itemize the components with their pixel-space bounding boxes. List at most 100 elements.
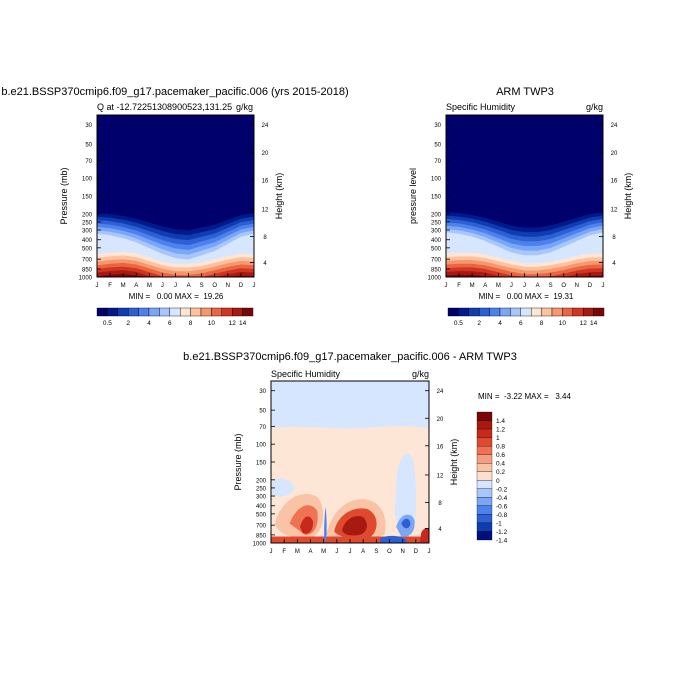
- x-tick-label: J: [335, 549, 338, 555]
- x-tick-label: F: [108, 283, 112, 289]
- y-tick-label: 500: [431, 246, 442, 252]
- colorbar-swatch: [479, 307, 490, 317]
- colorbar-swatch: [499, 307, 511, 317]
- colorbar-swatch: [541, 307, 553, 317]
- colorbar-swatch: [447, 307, 459, 317]
- y-tick-label: 70: [85, 159, 92, 165]
- colorbar-swatch: [476, 437, 493, 447]
- x-tick-label: S: [374, 549, 378, 555]
- panel1-title: b.e21.BSSP370cmip6.f09_g17.pacemaker_pac…: [1, 86, 348, 98]
- colorbar-swatch: [127, 307, 139, 317]
- x-tick-label: F: [457, 283, 461, 289]
- y-tick-label: 30: [259, 389, 266, 395]
- colorbar-swatch: [221, 307, 233, 317]
- x-tick-label: J: [349, 549, 352, 555]
- x-tick-label: A: [308, 549, 312, 555]
- panel2-colorbar: 0.5 2 4 6 8 10 12 14: [447, 307, 605, 327]
- y-tick-label: 300: [431, 229, 442, 235]
- colorbar-label: 0.6: [496, 452, 505, 459]
- colorbar-swatch: [242, 307, 254, 317]
- panel1-colorbar: 0.5 2 4 6 8 10 12 14: [96, 307, 254, 327]
- colorbar-label: 12: [229, 320, 237, 327]
- right-tick-label: 20: [262, 151, 269, 157]
- y-tick-label: 250: [82, 220, 93, 226]
- panel2-ylabel: pressure level: [408, 168, 418, 224]
- colorbar-swatch: [138, 307, 150, 317]
- colorbar-swatch: [458, 307, 469, 317]
- contour-band: [394, 453, 417, 532]
- panel2-subtitle-left: Specific Humidity: [446, 102, 516, 112]
- y-tick-label: 850: [82, 267, 93, 273]
- x-tick-label: M: [121, 283, 126, 289]
- x-tick-label: N: [400, 549, 404, 555]
- colorbar-label: 8: [189, 320, 193, 327]
- panel1-subtitle-right: g/kg: [236, 102, 253, 112]
- y-tick-label: 50: [434, 143, 441, 149]
- y-tick-label: 400: [82, 238, 93, 244]
- contour-band: [401, 518, 411, 529]
- panel2-plot-area: [446, 115, 603, 277]
- colorbar-swatch: [562, 307, 574, 317]
- colorbar-swatch: [583, 307, 594, 317]
- y-tick-label: 850: [256, 533, 267, 539]
- colorbar-swatch: [476, 522, 493, 532]
- x-tick-label: F: [282, 549, 286, 555]
- x-tick-label: A: [187, 283, 191, 289]
- colorbar-swatch: [551, 307, 563, 317]
- right-tick-label: 24: [611, 123, 618, 129]
- colorbar-label: 4: [147, 320, 151, 327]
- right-tick-label: 16: [611, 178, 618, 184]
- colorbar-swatch: [107, 307, 119, 317]
- panel1-ylabel-right: Height (km): [274, 173, 284, 220]
- y-tick-label: 70: [259, 425, 266, 431]
- colorbar-swatch: [476, 480, 493, 489]
- contour-band: [271, 478, 295, 497]
- right-tick-label: 12: [611, 207, 618, 213]
- colorbar-swatch: [572, 307, 584, 317]
- colorbar-label: 6: [519, 320, 523, 327]
- x-tick-label: J: [445, 283, 448, 289]
- x-tick-label: D: [414, 549, 419, 555]
- colorbar-label: 0.8: [496, 444, 505, 451]
- y-tick-label: 100: [431, 177, 442, 183]
- contour-band: [419, 527, 429, 543]
- colorbar-label: 0.5: [103, 320, 112, 327]
- right-tick-label: 4: [263, 261, 267, 267]
- y-tick-label: 200: [82, 212, 93, 218]
- x-tick-label: N: [575, 283, 579, 289]
- y-tick-label: 1000: [253, 542, 267, 548]
- x-tick-label: D: [588, 283, 593, 289]
- right-tick-label: 16: [262, 178, 269, 184]
- colorbar-swatch: [159, 307, 170, 317]
- right-tick-label: 16: [437, 444, 444, 450]
- x-tick-label: O: [212, 283, 217, 289]
- colorbar-swatch: [476, 505, 493, 515]
- panel3-title: b.e21.BSSP370cmip6.f09_g17.pacemaker_pac…: [183, 351, 517, 363]
- colorbar-swatch: [231, 307, 243, 317]
- colorbar-swatch: [179, 307, 191, 317]
- colorbar-swatch: [148, 307, 160, 317]
- x-tick-label: J: [523, 283, 526, 289]
- contour-band: [342, 516, 367, 536]
- colorbar-swatch: [211, 307, 222, 317]
- panel1-plot-area: [97, 115, 254, 277]
- colorbar-label: -0.2: [496, 486, 508, 493]
- y-tick-label: 100: [82, 177, 93, 183]
- right-tick-label: 8: [612, 235, 616, 241]
- colorbar-swatch: [510, 307, 521, 317]
- colorbar-swatch: [476, 514, 493, 524]
- x-tick-label: J: [428, 549, 431, 555]
- panel2-right-axis: 24 20 16 12 8 4: [599, 123, 618, 267]
- x-tick-label: D: [239, 283, 244, 289]
- colorbar-label: 14: [590, 320, 598, 327]
- x-tick-label: S: [549, 283, 553, 289]
- colorbar-swatch: [476, 445, 493, 455]
- right-tick-label: 24: [437, 389, 444, 395]
- colorbar-swatch: [468, 307, 480, 317]
- colorbar-label: 6: [168, 320, 172, 327]
- colorbar-label: 0: [496, 478, 500, 485]
- y-tick-label: 1000: [428, 276, 442, 282]
- x-tick-label: O: [387, 549, 392, 555]
- colorbar-swatch: [190, 307, 202, 317]
